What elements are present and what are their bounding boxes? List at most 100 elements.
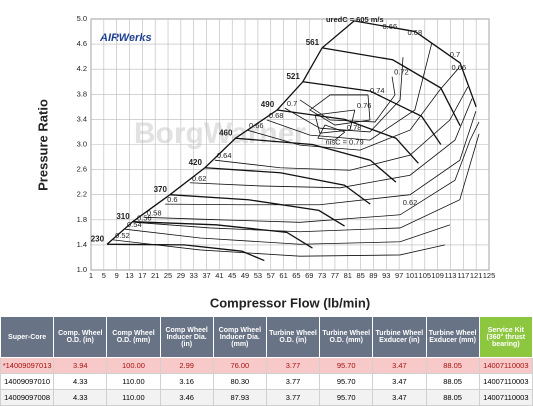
y-tick-label: 5.0 — [77, 14, 87, 23]
efficiency-label: 0.6 — [167, 195, 177, 204]
speed-line — [302, 81, 442, 145]
logo: AIRWerks — [99, 32, 152, 44]
x-tick-label: 9 — [115, 271, 119, 280]
speed-line — [204, 167, 371, 205]
x-tick-label: 29 — [177, 271, 185, 280]
x-tick-label: 13 — [125, 271, 133, 280]
surge-line — [106, 20, 355, 245]
table-header: Turbine Wheel O.D. (in) — [265, 316, 321, 358]
efficiency-label: 0.72 — [394, 68, 409, 77]
y-tick-label: 4.6 — [77, 39, 87, 48]
y-axis-label: Pressure Ratio — [35, 99, 50, 191]
efficiency-label: 0.58 — [147, 208, 162, 217]
efficiency-contour — [314, 109, 356, 134]
x-tick-label: 121 — [470, 271, 483, 280]
table-cell: 88.05 — [425, 373, 480, 390]
x-tick-label: 93 — [382, 271, 390, 280]
table-cell: 3.46 — [159, 389, 214, 406]
chart: BorgWarner AIRWerks Compressor Flow (lb/… — [35, 14, 496, 310]
y-tick-label: 3.4 — [77, 114, 87, 123]
efficiency-contour — [317, 124, 346, 141]
table-header: Turbine Wheel O.D. (mm) — [319, 316, 374, 358]
efficiency-contour — [299, 76, 396, 123]
x-tick-label: 33 — [190, 271, 198, 280]
x-tick-label: 69 — [305, 271, 313, 280]
x-axis-label: Compressor Flow (lb/min) — [210, 295, 370, 310]
annotation: 0.62 — [403, 198, 418, 207]
x-tick-label: 81 — [344, 271, 352, 280]
x-tick-label: 41 — [215, 271, 223, 280]
table-header: Comp Wheel O.D. (mm) — [106, 316, 161, 358]
y-tick-label: 1.0 — [77, 265, 87, 274]
speed-label: 230 — [91, 234, 105, 243]
y-tick-label: 1.8 — [77, 215, 87, 224]
speed-label: 370 — [154, 185, 168, 194]
table-header: Comp. Wheel O.D. (in) — [53, 316, 108, 358]
annotation: 0.68 — [408, 28, 423, 37]
speed-line — [321, 47, 461, 126]
efficiency-label: 0.68 — [269, 111, 284, 120]
table-cell: 110.00 — [106, 389, 161, 406]
table-cell: 3.77 — [265, 373, 321, 390]
x-tick-label: 113 — [444, 271, 456, 280]
table-cell: 3.94 — [53, 357, 108, 374]
table-cell: 3.47 — [372, 373, 427, 390]
y-tick-label: 4.2 — [77, 64, 87, 73]
table-cell: 14007110003 — [478, 389, 533, 406]
efficiency-contour — [309, 94, 371, 126]
table-cell: 88.05 — [425, 389, 480, 406]
x-tick-label: 105 — [419, 271, 432, 280]
x-tick-label: 97 — [395, 271, 403, 280]
table-cell: 2.99 — [159, 357, 214, 374]
speed-label: 561 — [306, 38, 320, 47]
table-header: Comp Wheel Inducer Dia. (mm) — [212, 316, 267, 358]
table-cell: 4.33 — [53, 389, 108, 406]
x-tick-label: 25 — [164, 271, 172, 280]
efficiency-label: 0.62 — [192, 174, 207, 183]
table-cell: 87.93 — [212, 389, 267, 406]
table-header: Service Kit (360° thrust bearing) — [478, 316, 533, 358]
x-tick-label: 65 — [292, 271, 300, 280]
efficiency-label: 0.56 — [137, 213, 152, 222]
table-cell: 3.77 — [265, 357, 321, 374]
speed-label: 521 — [286, 72, 300, 81]
efficiency-contour — [214, 86, 469, 171]
speed-line — [107, 243, 265, 262]
table-cell: 95.70 — [319, 357, 374, 374]
spec-table: Super-Core Comp. Wheel O.D. (in) Comp Whee… — [0, 316, 533, 406]
x-tick-label: 49 — [241, 271, 249, 280]
x-tick-label: 109 — [431, 271, 444, 280]
efficiency-label: 0.78 — [347, 123, 362, 132]
x-tick-label: 85 — [356, 271, 364, 280]
x-tick-label: 5 — [102, 271, 106, 280]
x-tick-label: 45 — [228, 271, 236, 280]
table-cell: 14007110003 — [478, 373, 533, 390]
efficiency-contour — [189, 98, 473, 189]
table-header: Comp Wheel Inducer Dia. (in) — [159, 316, 214, 358]
annotation: 0.66 — [383, 22, 398, 31]
table-header: Turbine Wheel Exducer (mm) — [425, 316, 480, 358]
table-header: Turbine Wheel Exducer (in) — [372, 316, 427, 358]
annotation: 0.7 — [450, 50, 460, 59]
x-tick-label: 53 — [254, 271, 262, 280]
table-cell: 14007110003 — [478, 357, 533, 374]
efficiency-label: 0.64 — [217, 151, 232, 160]
x-tick-label: 1 — [89, 271, 93, 280]
efficiency-contour — [124, 224, 450, 245]
x-tick-label: 77 — [331, 271, 339, 280]
x-tick-label: 73 — [318, 271, 326, 280]
speed-line — [169, 194, 345, 227]
table-cell: 4.33 — [53, 373, 108, 390]
table-cell: 95.70 — [319, 373, 374, 390]
table-cell: 110.00 — [106, 373, 161, 390]
efficiency-contour — [266, 42, 433, 141]
efficiency-label: 0.76 — [357, 101, 372, 110]
table-cell: 80.30 — [212, 373, 267, 390]
x-tick-label: 17 — [138, 271, 146, 280]
x-tick-label: 125 — [483, 271, 496, 280]
annotation: 0.66 — [452, 63, 467, 72]
table-row: 14009097010 4.33 110.00 3.16 80.30 3.77 95.70 3… — [0, 373, 533, 390]
table-cell: 3.77 — [265, 389, 321, 406]
speed-label: 310 — [116, 212, 130, 221]
